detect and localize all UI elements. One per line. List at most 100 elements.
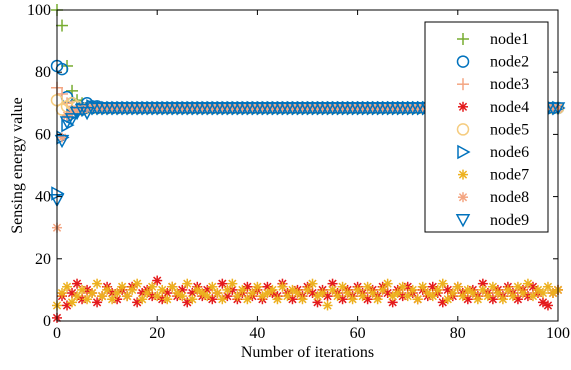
legend-marker	[456, 55, 470, 68]
node7-point	[342, 288, 353, 299]
node7-point	[227, 278, 238, 289]
node7-point	[212, 288, 223, 299]
node7-point	[422, 288, 433, 299]
node7-point	[472, 294, 483, 305]
legend-item: node7	[458, 167, 529, 184]
series-node4	[52, 275, 563, 323]
node7-point	[267, 284, 278, 295]
node7-point	[182, 278, 193, 289]
node7-point	[207, 281, 218, 292]
node7-point	[442, 294, 453, 305]
node7-point	[467, 288, 478, 299]
legend-marker	[458, 192, 468, 203]
node7-point	[107, 294, 118, 305]
node7-point	[497, 294, 508, 305]
legend-marker	[457, 144, 471, 160]
node9-point	[54, 134, 70, 149]
node7-point	[457, 291, 468, 302]
node7-point	[517, 288, 528, 299]
node7-point	[127, 284, 138, 295]
legend-label: node8	[490, 189, 529, 206]
node7-point	[522, 278, 533, 289]
legend: node1 node2 node3 node4 node5 node6 node7 node8…	[424, 21, 549, 233]
node7-point	[362, 281, 373, 292]
node7-point	[202, 291, 213, 302]
node7-point	[377, 284, 388, 295]
node7-point	[87, 288, 98, 299]
legend-item: node2	[456, 54, 529, 71]
node7-point	[437, 278, 448, 289]
node7-point	[392, 288, 403, 299]
node7-point	[337, 281, 348, 292]
node4-point	[427, 281, 438, 292]
node7-point	[102, 284, 113, 295]
node7-point	[137, 294, 148, 305]
plot-frame	[56, 9, 559, 322]
node7-point	[447, 288, 458, 299]
node7-point	[62, 281, 73, 292]
node4-point	[217, 278, 228, 289]
y-tick-label: 40	[35, 189, 51, 206]
node7-point	[272, 294, 283, 305]
node7-point	[152, 291, 163, 302]
node7-point	[542, 281, 553, 292]
node7-point	[372, 294, 383, 305]
node9-point	[74, 103, 90, 118]
node4-point	[67, 288, 78, 299]
x-tick-label: 100	[546, 325, 570, 342]
node7-point	[352, 284, 363, 295]
node4-point	[527, 281, 538, 292]
node7-point	[507, 291, 518, 302]
node7-point	[512, 281, 523, 292]
node7-point	[162, 294, 173, 305]
node7-point	[417, 281, 428, 292]
node7-point	[132, 278, 143, 289]
node7-point	[332, 291, 343, 302]
node7-point	[222, 284, 233, 295]
node7-point	[357, 291, 368, 302]
legend-item: node9	[455, 212, 529, 229]
x-tick-label: 20	[149, 325, 165, 342]
legend-marker	[458, 169, 468, 180]
legend-label: node4	[490, 99, 529, 116]
node7-point	[167, 281, 178, 292]
y-axis: 0 20 40 60 80 100	[27, 2, 558, 330]
node4-point	[462, 294, 473, 305]
node7-point	[412, 294, 423, 305]
node7-point	[402, 291, 413, 302]
x-tick-label: 40	[249, 325, 265, 342]
node7-point	[112, 288, 123, 299]
x-tick-label: 80	[450, 325, 466, 342]
legend-label: node9	[490, 212, 529, 229]
node1-point	[56, 19, 69, 32]
node7-point	[142, 288, 153, 299]
y-tick-label: 0	[43, 313, 51, 330]
node7-point	[327, 284, 338, 295]
node7-point	[317, 288, 328, 299]
node7-point	[367, 288, 378, 299]
node4-point	[92, 297, 103, 308]
node7-point	[527, 291, 538, 302]
node7-point	[387, 291, 398, 302]
legend-item: node1	[457, 31, 529, 48]
y-tick-label: 60	[35, 126, 51, 143]
node7-point	[532, 284, 543, 295]
y-tick-label: 20	[35, 251, 51, 268]
legend-marker	[456, 123, 470, 136]
node7-point	[282, 291, 293, 302]
legend-label: node1	[490, 31, 529, 48]
legend-marker	[455, 214, 471, 228]
node7-point	[432, 284, 443, 295]
node7-point	[292, 288, 303, 299]
legend-marker	[457, 78, 469, 91]
y-tick-label: 100	[27, 2, 51, 19]
node7-point	[67, 297, 78, 308]
node7-point	[427, 291, 438, 302]
legend-label: node3	[490, 76, 529, 93]
node7-point	[477, 284, 488, 295]
node7-point	[322, 300, 333, 311]
node7-point	[252, 281, 263, 292]
legend-item: node4	[458, 99, 529, 116]
legend-box	[424, 21, 549, 233]
